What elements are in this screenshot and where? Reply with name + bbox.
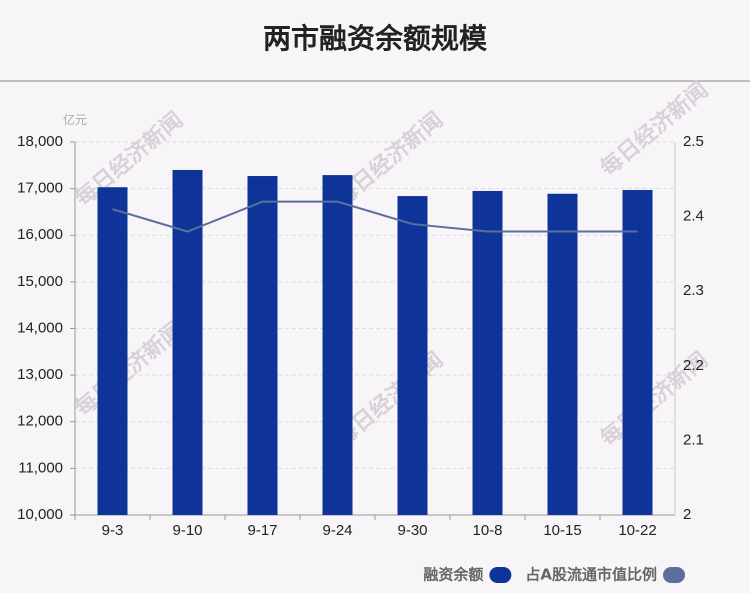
y2-tick-label: 2.2 (683, 357, 704, 374)
y2-tick-label: 2.5 (683, 133, 704, 150)
y2-tick-label: 2.3 (683, 282, 704, 299)
bar (547, 193, 578, 515)
bar (622, 190, 653, 515)
y2-tick-label: 2.4 (683, 208, 704, 225)
x-tick-label: 10-8 (472, 522, 502, 539)
y2-tick-label: 2 (683, 506, 691, 523)
y-tick-label: 18,000 (17, 133, 63, 150)
x-tick-label: 10-15 (543, 522, 581, 539)
x-tick-label: 9-24 (322, 522, 352, 539)
x-tick-label: 9-3 (102, 522, 124, 539)
bar (97, 187, 128, 515)
x-tick-label: 9-17 (247, 522, 277, 539)
bar (172, 169, 203, 515)
watermark: 每日经济新闻 (70, 317, 188, 422)
y-tick-label: 16,000 (17, 226, 63, 243)
x-tick-label: 10-22 (618, 522, 656, 539)
y-tick-label: 14,000 (17, 319, 63, 336)
chart-title: 两市融资余额规模 (263, 22, 488, 55)
legend-label: 占A股流通市值比例 (525, 566, 657, 584)
y-tick-label: 12,000 (17, 413, 63, 430)
watermark: 每日经济新闻 (595, 77, 713, 182)
watermark: 每日经济新闻 (70, 107, 188, 212)
x-tick-label: 9-30 (397, 522, 427, 539)
y-tick-label: 10,000 (17, 506, 63, 523)
y2-tick-label: 2.1 (683, 431, 704, 448)
x-tick-label: 9-10 (172, 522, 202, 539)
y-tick-label: 17,000 (17, 180, 63, 197)
legend-label: 融资余额 (423, 566, 483, 584)
y-tick-label: 13,000 (17, 366, 63, 383)
y-tick-label: 15,000 (17, 273, 63, 290)
legend-swatch (489, 567, 512, 583)
bar (397, 196, 428, 515)
bar (247, 176, 278, 515)
line (112, 200, 638, 233)
y-tick-label: 11,000 (18, 459, 63, 476)
bar (472, 190, 503, 516)
legend-swatch (663, 567, 685, 583)
y-unit: 亿元 (63, 112, 87, 127)
bar (322, 175, 353, 515)
